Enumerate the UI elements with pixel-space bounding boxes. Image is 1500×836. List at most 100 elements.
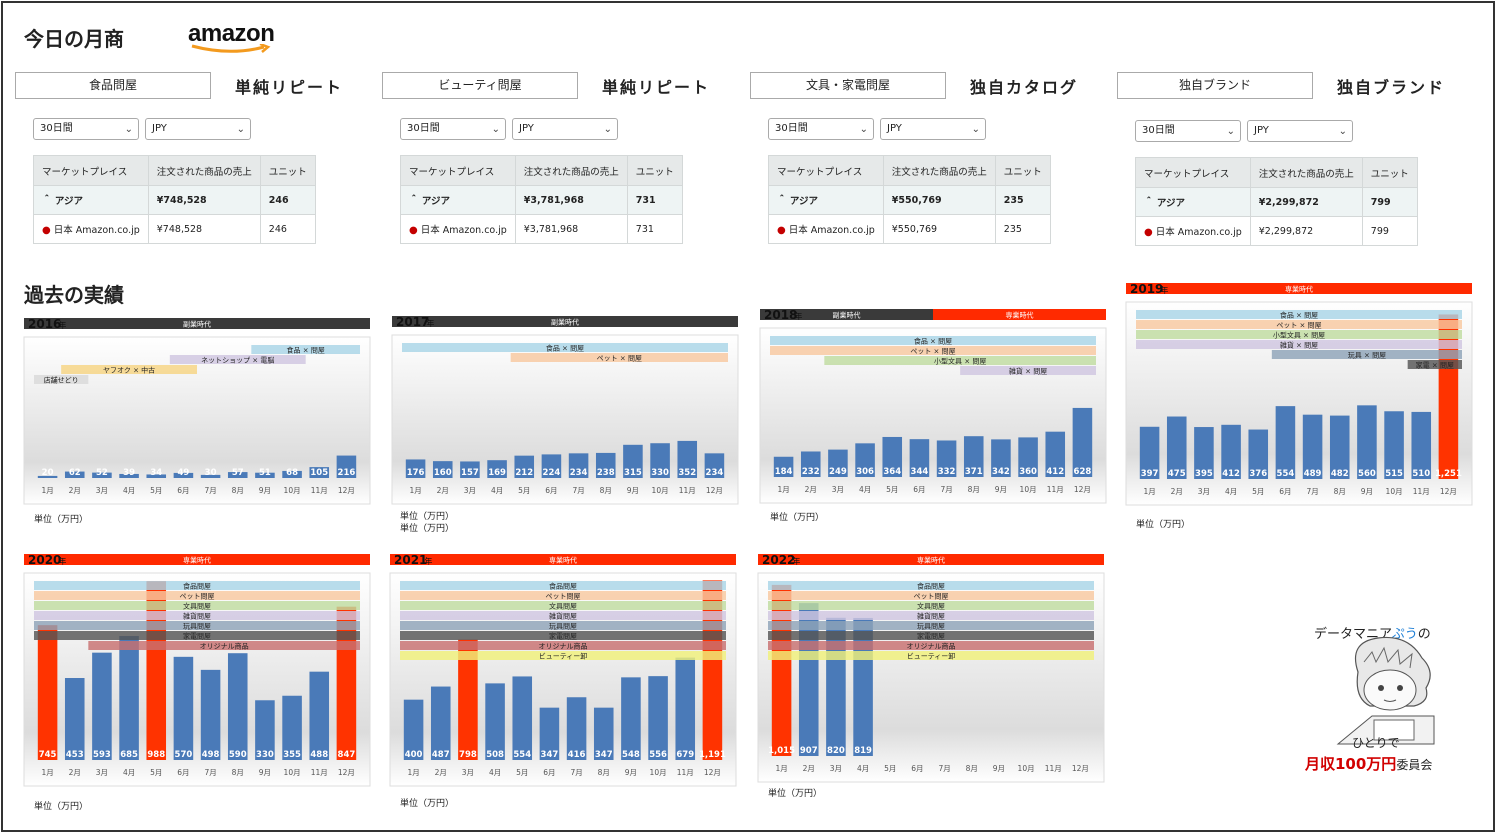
history-title: 過去の実績 <box>24 283 124 307</box>
band-label: 店舗せどり <box>44 376 79 385</box>
market-name: 日本 Amazon.co.jp <box>1155 227 1242 238</box>
data-label: 332 <box>938 467 956 477</box>
tick-label: 8月 <box>1334 487 1346 496</box>
tick-label: 2月 <box>437 486 449 495</box>
period-select[interactable]: 30日間 ⌄ <box>400 118 506 140</box>
unit-label: 単位（万円） <box>770 513 825 523</box>
period-select[interactable]: 30日間 ⌄ <box>768 118 874 140</box>
data-label: 819 <box>854 746 872 756</box>
chevron-down-icon: ⌄ <box>1338 126 1347 137</box>
category-band <box>768 651 1094 660</box>
tick-label: 11月 <box>1047 485 1064 494</box>
currency-select[interactable]: JPY ⌄ <box>512 118 618 140</box>
bar <box>430 686 451 760</box>
bar <box>1384 411 1404 479</box>
tick-label: 11月 <box>677 768 694 777</box>
table-row: ● 日本 Amazon.co.jp ¥3,781,968 731 <box>400 214 683 244</box>
data-label: 679 <box>676 750 694 760</box>
tick-label: 10月 <box>1386 487 1403 496</box>
era-label: 専業時代 <box>549 556 577 565</box>
account-panel: 文具・家電問屋 独自カタログ 30日間 ⌄ JPY ⌄ マーケットプレイス 注文… <box>750 72 1110 312</box>
region-cell[interactable]: ＾ アジア <box>1135 187 1251 217</box>
band-label: 家電問屋 <box>917 632 945 641</box>
tick-label: 3月 <box>462 768 474 777</box>
band-label: ペット問屋 <box>914 593 949 601</box>
data-label: 570 <box>175 750 193 760</box>
account-name: 食品問屋 <box>15 72 211 99</box>
tick-label: 1月 <box>409 486 421 495</box>
bar <box>460 461 480 478</box>
bar <box>146 474 167 478</box>
table-header: マーケットプレイス <box>1135 157 1251 188</box>
era-bar <box>758 554 1104 565</box>
tick-label: 4月 <box>857 764 869 773</box>
year-label: 2020 <box>28 553 61 567</box>
sales-cell: ¥748,528 <box>147 185 261 215</box>
chevron-down-icon: ⌄ <box>236 124 245 135</box>
table-row[interactable]: ＾ アジア ¥3,781,968 731 <box>400 185 683 215</box>
unit-label: 単位（万円） <box>400 512 455 522</box>
period-select[interactable]: 30日間 ⌄ <box>1135 120 1241 142</box>
data-label: 820 <box>827 746 845 756</box>
data-label: 487 <box>432 750 450 760</box>
tick-label: 3月 <box>464 486 476 495</box>
tick-label: 3月 <box>96 768 108 777</box>
data-label: 416 <box>568 750 586 760</box>
currency-select[interactable]: JPY ⌄ <box>1247 120 1353 142</box>
tick-label: 12月 <box>1440 487 1457 496</box>
sales-chart-2020: 専業時代 2020 年食品問屋 ペット問屋 文具問屋 雑貨問屋 玩具問屋 家電問屋 オリジナル商… <box>23 553 371 787</box>
bar <box>991 439 1011 477</box>
data-label: 400 <box>405 750 423 760</box>
category-band <box>1407 360 1462 369</box>
sales-cell: ¥3,781,968 <box>514 214 628 244</box>
bar <box>675 657 696 760</box>
tick-label: 3月 <box>832 485 844 494</box>
period-select-value: 30日間 <box>775 123 808 134</box>
bar <box>282 470 302 478</box>
account-panel: 独自ブランド 独自ブランド 30日間 ⌄ JPY ⌄ マーケットプレイス 注文さ… <box>1117 72 1477 312</box>
table-row[interactable]: ＾ アジア ¥748,528 246 <box>33 185 316 215</box>
data-label: 508 <box>486 750 504 760</box>
red-dot-icon: ● <box>777 225 786 236</box>
chart-svg: 専業時代 2022年食品問屋ペット問屋文具問屋雑貨問屋玩具問屋家電問屋オリジナル商… <box>757 553 1105 783</box>
region-name: アジア <box>789 196 818 207</box>
era-label: 副業時代 <box>551 318 579 327</box>
period-select-value: 30日間 <box>40 123 73 134</box>
sales-chart-2019: 専業時代 2019 年食品 × 問屋 ペット × 問屋 小型文具 × 問屋 雑貨 × 問屋… <box>1125 282 1473 506</box>
account-type: 単純リピート <box>602 78 711 97</box>
table-row[interactable]: ＾ アジア ¥2,299,872 799 <box>1135 187 1418 217</box>
units-cell: 799 <box>1361 216 1418 246</box>
bar <box>1329 415 1350 479</box>
table-row[interactable]: ＾ アジア ¥550,769 235 <box>768 185 1051 215</box>
currency-select[interactable]: JPY ⌄ <box>145 118 251 140</box>
region-cell[interactable]: ＾ アジア <box>768 185 884 215</box>
unit-label: 単位（万円） <box>768 789 823 799</box>
table-header: ユニット <box>994 155 1051 186</box>
bar <box>963 436 984 477</box>
bar <box>200 474 221 478</box>
chevron-up-icon: ＾ <box>42 196 52 207</box>
band-label: オリジナル商品 <box>539 642 588 651</box>
table-row: ● 日本 Amazon.co.jp ¥748,528 246 <box>33 214 316 244</box>
region-cell[interactable]: ＾ アジア <box>400 185 516 215</box>
bar <box>64 678 85 760</box>
tick-label: 5月 <box>516 768 528 777</box>
region-cell[interactable]: ＾ アジア <box>33 185 149 215</box>
amazon-smile-icon <box>191 44 271 53</box>
tick-label: 5月 <box>518 486 530 495</box>
tick-label: 12月 <box>338 768 355 777</box>
data-label: 49 <box>177 468 189 478</box>
data-label: 62 <box>69 468 81 478</box>
table-header: マーケットプレイス <box>33 155 149 186</box>
band-label: 雑貨問屋 <box>183 612 211 621</box>
data-label: 489 <box>1304 469 1322 479</box>
period-select[interactable]: 30日間 ⌄ <box>33 118 139 140</box>
unit-label: 単位（万円） <box>400 799 455 809</box>
currency-select[interactable]: JPY ⌄ <box>880 118 986 140</box>
bar <box>1302 414 1323 479</box>
account-type: 独自ブランド <box>1337 78 1446 97</box>
bar <box>1045 431 1066 477</box>
bar <box>800 451 821 477</box>
